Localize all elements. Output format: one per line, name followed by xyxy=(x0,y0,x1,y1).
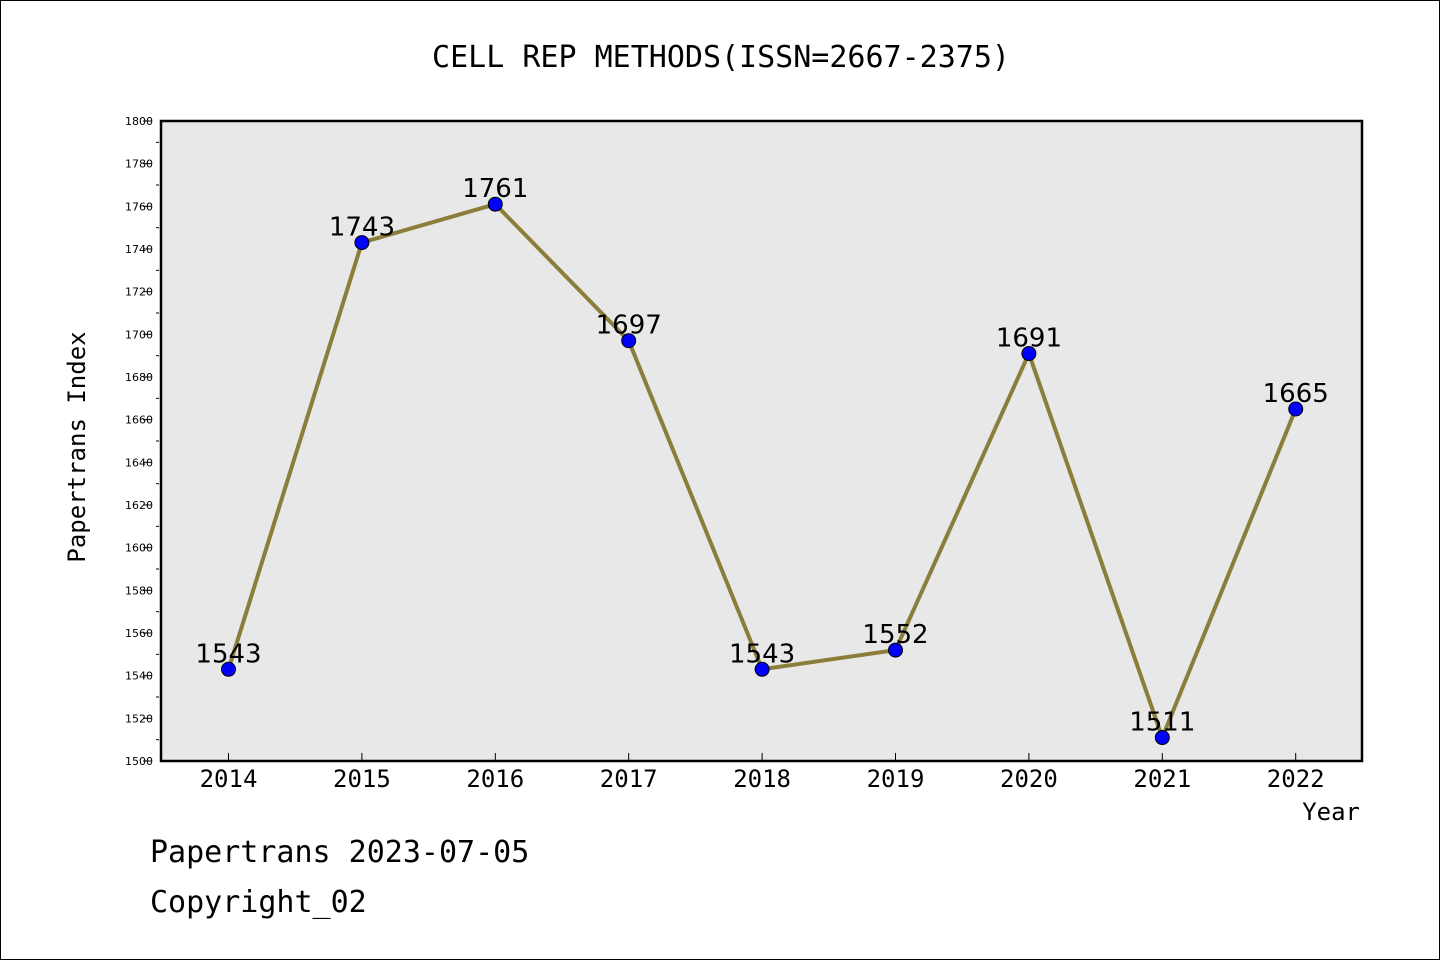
data-point xyxy=(1154,730,1170,746)
y-tick-label: 1580 xyxy=(125,584,153,597)
data-label: 1697 xyxy=(596,311,662,341)
y-tick-label: 1500 xyxy=(125,755,153,768)
footer-copyright: Copyright_02 xyxy=(150,885,367,920)
y-tick-label: 1540 xyxy=(125,670,153,683)
data-label: 1761 xyxy=(462,174,528,204)
y-tick-label: 1780 xyxy=(125,158,153,171)
y-tick-label: 1760 xyxy=(125,200,153,213)
x-tick-label: 2022 xyxy=(1267,765,1325,793)
data-label: 1543 xyxy=(195,639,261,669)
y-tick-label: 1660 xyxy=(125,414,153,427)
plot-area xyxy=(161,121,1362,761)
x-tick-label: 2014 xyxy=(200,765,258,793)
x-tick-label: 2020 xyxy=(1000,765,1058,793)
y-tick-label: 1600 xyxy=(125,542,153,555)
y-tick-label: 1740 xyxy=(125,243,153,256)
x-axis-label: Year xyxy=(1302,798,1360,826)
plot-border xyxy=(159,119,1364,763)
data-point xyxy=(1288,401,1304,417)
data-label: 1665 xyxy=(1263,379,1329,409)
data-label: 1743 xyxy=(329,213,395,243)
y-tick-label: 1800 xyxy=(125,115,153,128)
data-label: 1552 xyxy=(862,620,928,650)
data-point xyxy=(487,196,503,212)
x-tick-label: 2019 xyxy=(867,765,925,793)
footer-date: Papertrans 2023-07-05 xyxy=(150,835,530,870)
data-point xyxy=(354,235,370,251)
y-tick-label: 1720 xyxy=(125,286,153,299)
y-tick-label: 1560 xyxy=(125,627,153,640)
chart-title: CELL REP METHODS(ISSN=2667-2375) xyxy=(432,40,1010,75)
data-point xyxy=(754,661,770,677)
series-layer xyxy=(221,196,1304,746)
y-axis-label: Papertrans Index xyxy=(63,331,91,562)
data-point xyxy=(621,333,637,349)
data-label-layer: 1543 1743 1761 1697 1543 1552 1691 1511 1665 xyxy=(195,174,1328,737)
x-tick-label: 2016 xyxy=(466,765,524,793)
x-tick-label: 2015 xyxy=(333,765,391,793)
x-tick-label: 2021 xyxy=(1133,765,1191,793)
x-tick-label: 2017 xyxy=(600,765,658,793)
y-axis-ticks: 1500 1520 1540 1560 1580 1600 1620 1640 1660 1680… xyxy=(125,115,159,768)
data-label: 1511 xyxy=(1129,708,1195,738)
y-tick-label: 1680 xyxy=(125,371,153,384)
y-tick-label: 1640 xyxy=(125,456,153,469)
data-point xyxy=(1021,346,1037,362)
x-tick-label: 2018 xyxy=(733,765,791,793)
y-tick-label: 1700 xyxy=(125,328,153,341)
data-label: 1691 xyxy=(996,324,1062,354)
y-tick-label: 1620 xyxy=(125,499,153,512)
x-axis-ticks: 2014 2015 2016 2017 2018 2019 2020 2021 2022 xyxy=(200,753,1325,793)
data-label: 1543 xyxy=(729,639,795,669)
data-point xyxy=(221,661,236,677)
y-tick-label: 1520 xyxy=(125,712,153,725)
data-point xyxy=(888,642,903,658)
